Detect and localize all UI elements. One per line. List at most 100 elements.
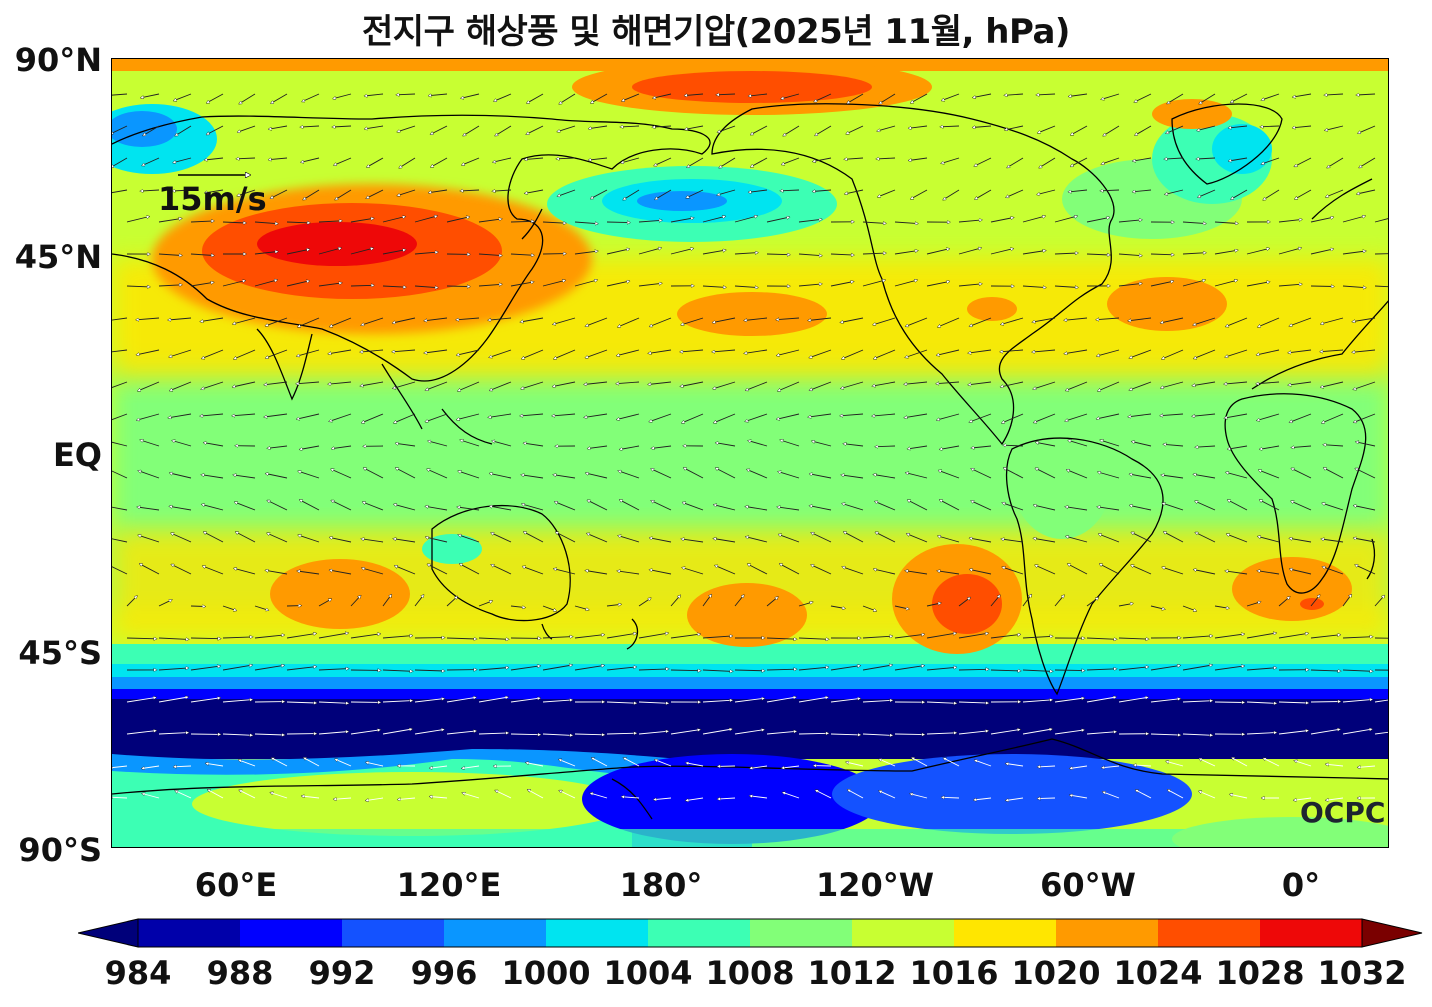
wind-vector [1006, 797, 1024, 801]
wind-vector [1065, 507, 1088, 511]
colorbar-tick-label: 1004 [603, 954, 693, 992]
wind-vector [126, 697, 156, 703]
wind-vector [702, 700, 733, 703]
wind-vector [1322, 503, 1344, 511]
wind-vector [330, 537, 352, 543]
wind-vector [686, 797, 704, 801]
wind-vector [460, 190, 480, 191]
wind-vector [1002, 567, 1024, 575]
wind-vector [702, 250, 726, 255]
wind-vector [237, 189, 256, 196]
wind-vector [382, 729, 412, 735]
wind-vector [350, 218, 374, 223]
wind-vector [1256, 381, 1280, 384]
wind-vector [874, 569, 896, 575]
wind-vector [848, 790, 864, 799]
wind-vector [382, 636, 413, 639]
wind-vector [1007, 157, 1024, 168]
wind-vector [414, 729, 444, 735]
colorbar-segment [1260, 919, 1362, 947]
wind-vector [1070, 765, 1088, 769]
wind-vector [269, 125, 288, 129]
colorbar-extend-high [1361, 918, 1423, 948]
wind-vector [862, 665, 892, 671]
wind-vector [491, 565, 512, 575]
wind-vector [1289, 538, 1312, 543]
wind-vector [638, 731, 669, 735]
wind-vector [1278, 597, 1290, 607]
wind-vector [490, 473, 512, 479]
wind-vector [360, 381, 384, 386]
colorbar-segment [1158, 919, 1260, 947]
wind-vector [1258, 536, 1280, 543]
wind-vector [879, 759, 896, 767]
colorbar-segment [852, 919, 954, 947]
wind-vector [526, 763, 544, 767]
wind-vector [1132, 442, 1152, 447]
wind-vector [811, 533, 832, 543]
wind-vector [424, 349, 448, 353]
wind-vector [830, 666, 860, 671]
wind-vector [910, 794, 928, 799]
wind-vector [172, 441, 192, 447]
wind-vector [414, 216, 437, 223]
wind-vector [542, 734, 573, 735]
wind-vector [171, 533, 192, 543]
wind-vector [941, 157, 960, 163]
wind-vector [1229, 157, 1248, 161]
wind-vector [1192, 413, 1216, 416]
wind-vector [446, 217, 469, 223]
wind-vector [862, 734, 893, 735]
wind-vector [585, 571, 608, 575]
wind-vector [748, 441, 768, 447]
wind-vector [1359, 157, 1376, 168]
colorbar-segment [1056, 919, 1158, 947]
wind-vector [1002, 413, 1024, 423]
wind-vector [847, 93, 864, 103]
wind-vector [750, 796, 768, 799]
wind-vector [746, 381, 768, 390]
wind-vector [525, 189, 544, 193]
wind-vector [814, 93, 832, 102]
wind-vector [938, 317, 960, 327]
wind-vector [1182, 734, 1213, 735]
wind-vector [492, 441, 512, 447]
wind-vector [362, 413, 384, 423]
wind-vector [457, 349, 480, 355]
wind-vector [222, 665, 252, 671]
wind-vector [1086, 254, 1110, 255]
wind-vector [1003, 445, 1024, 446]
wind-vector [138, 381, 160, 391]
lat-label-90s: 90°S [18, 831, 102, 869]
wind-vector [334, 157, 352, 165]
wind-vector [716, 468, 736, 479]
wind-vector [681, 539, 704, 543]
wind-vector [1342, 251, 1366, 255]
wind-vector [878, 189, 896, 197]
wind-vector [1054, 730, 1084, 735]
colorbar-tick-label: 1016 [909, 954, 999, 992]
wind-vector [862, 280, 885, 287]
wind-vector [926, 281, 950, 287]
wind-vector [1165, 189, 1184, 194]
wind-vector [364, 468, 384, 479]
wind-vector [142, 765, 160, 769]
wind-vector [266, 349, 288, 358]
wind-vector [1226, 317, 1248, 327]
wind-vector [1118, 253, 1142, 256]
wind-vector [1324, 94, 1344, 95]
wind-vector [1034, 413, 1056, 423]
wind-vector [1295, 189, 1312, 199]
wind-vector [879, 93, 896, 104]
wind-vector [714, 505, 736, 511]
wind-vector [1134, 93, 1152, 102]
wind-vector [1166, 125, 1184, 133]
wind-vector [264, 381, 288, 385]
wind-vector [333, 93, 352, 99]
wind-vector [171, 564, 192, 575]
wind-vector [286, 633, 316, 639]
wind-vector [702, 216, 725, 223]
colorbar-tick-label: 984 [104, 954, 172, 992]
wind-vector [943, 189, 960, 200]
wind-vector [112, 93, 128, 96]
